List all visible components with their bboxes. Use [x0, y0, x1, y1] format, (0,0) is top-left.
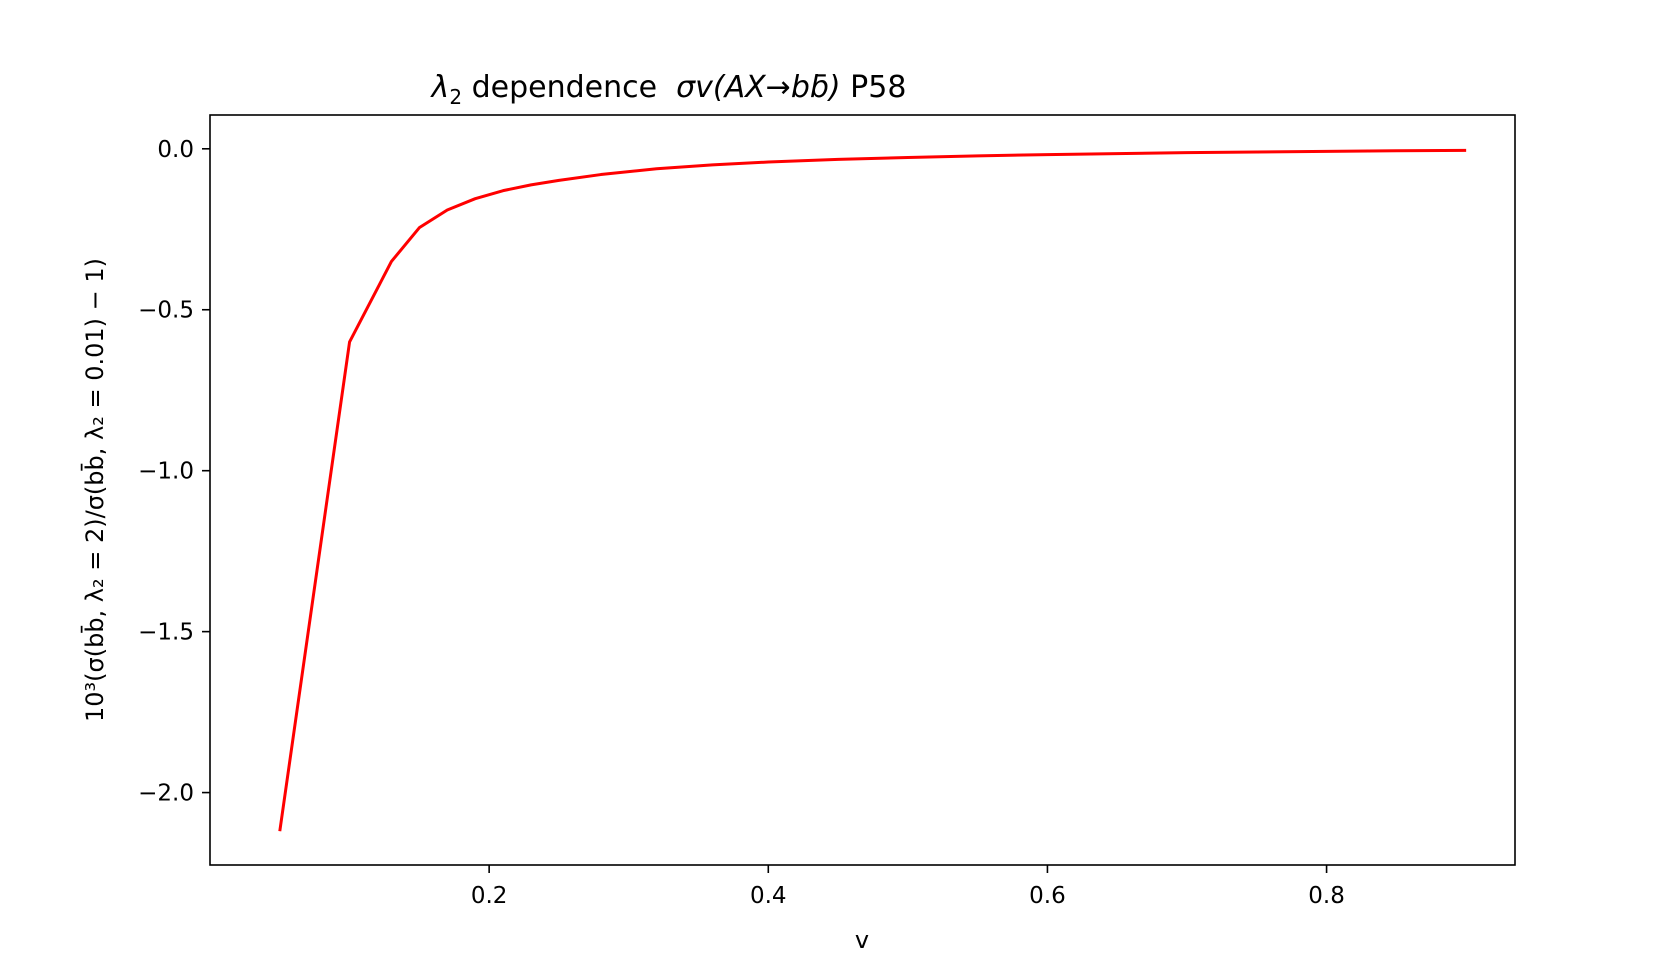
- series-group: [278, 148, 1467, 832]
- title-text: dependence: [462, 70, 676, 105]
- x-tick-label: 0.4: [750, 883, 787, 909]
- series-line: [278, 148, 1467, 832]
- y-axis-label: 10³(σ(bb̄, λ₂ = 2)/σ(bb̄, λ₂ = 0.01) − 1…: [80, 258, 109, 722]
- y-tick-label: −1.0: [138, 459, 194, 485]
- title-formula-b: b: [810, 70, 829, 105]
- x-tick-label: 0.2: [471, 883, 508, 909]
- x-axis: 0.2 0.4 0.6 0.8: [471, 865, 1345, 909]
- chart-title: λ2 dependence σv(AX→bb̄) P58: [430, 70, 907, 109]
- title-suffix: P58: [841, 70, 907, 105]
- plot-area: [209, 114, 1516, 866]
- y-axis: 0.0 −0.5 −1.0 −1.5 −2.0: [138, 137, 210, 807]
- x-tick-label: 0.6: [1029, 883, 1066, 909]
- y-tick-label: 0.0: [157, 137, 194, 163]
- y-tick-label: −0.5: [138, 298, 194, 324]
- x-tick-label: 0.8: [1308, 883, 1345, 909]
- title-lambda: λ: [430, 70, 450, 105]
- title-lambda-sub: 2: [449, 85, 462, 109]
- y-tick-label: −1.5: [138, 620, 194, 646]
- x-axis-label: v: [855, 926, 869, 954]
- title-formula-close: ): [827, 70, 841, 105]
- title-formula: σv(AX→b: [676, 70, 810, 105]
- y-tick-label: −2.0: [138, 781, 194, 807]
